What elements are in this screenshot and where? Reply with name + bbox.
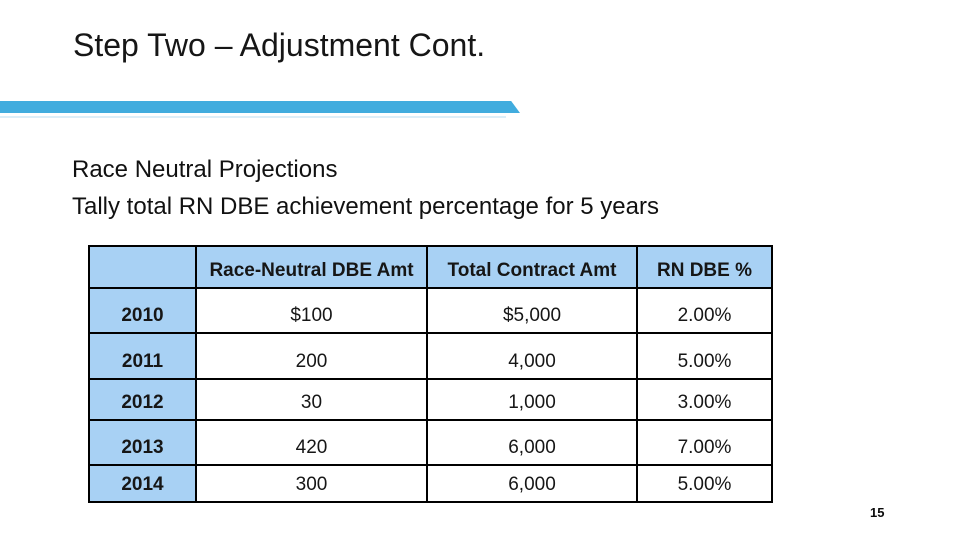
body-text: Race Neutral Projections Tally total RN … — [72, 151, 659, 225]
projections-table: Race-Neutral DBE Amt Total Contract Amt … — [88, 245, 773, 503]
row-header-year: 2010 — [88, 287, 197, 334]
table-cell: 6,000 — [426, 419, 638, 466]
table-row: 2013 420 6,000 7.00% — [88, 419, 773, 466]
table-cell: 3.00% — [636, 378, 773, 421]
table-cell: 420 — [195, 419, 428, 466]
table-cell: 30 — [195, 378, 428, 421]
row-header-year: 2013 — [88, 419, 197, 466]
table-header-row: Race-Neutral DBE Amt Total Contract Amt … — [88, 245, 773, 289]
body-line-1: Race Neutral Projections — [72, 156, 338, 183]
table-cell: 6,000 — [426, 464, 638, 503]
row-header-year: 2012 — [88, 378, 197, 421]
accent-bar — [0, 101, 520, 113]
row-header-year: 2011 — [88, 332, 197, 380]
column-header-rn-dbe-amt: Race-Neutral DBE Amt — [195, 245, 428, 289]
table-cell: 200 — [195, 332, 428, 380]
table-cell: 4,000 — [426, 332, 638, 380]
table-cell: 5.00% — [636, 332, 773, 380]
table-row: 2010 $100 $5,000 2.00% — [88, 287, 773, 334]
page-number: 15 — [870, 505, 885, 520]
column-header-total-contract-amt: Total Contract Amt — [426, 245, 638, 289]
corner-header-cell — [88, 245, 197, 289]
slide-title: Step Two – Adjustment Cont. — [73, 27, 486, 63]
accent-bar-underline — [0, 116, 506, 118]
row-header-year: 2014 — [88, 464, 197, 503]
table-row: 2011 200 4,000 5.00% — [88, 332, 773, 380]
table-row: 2014 300 6,000 5.00% — [88, 464, 773, 503]
column-header-rn-dbe-pct: RN DBE % — [636, 245, 773, 289]
table-cell: 300 — [195, 464, 428, 503]
table-cell: 1,000 — [426, 378, 638, 421]
table-cell: $5,000 — [426, 287, 638, 334]
table-row: 2012 30 1,000 3.00% — [88, 378, 773, 421]
table-cell: 2.00% — [636, 287, 773, 334]
table-cell: 7.00% — [636, 419, 773, 466]
table-cell: 5.00% — [636, 464, 773, 503]
table-cell: $100 — [195, 287, 428, 334]
body-line-2: Tally total RN DBE achievement percentag… — [72, 193, 659, 220]
